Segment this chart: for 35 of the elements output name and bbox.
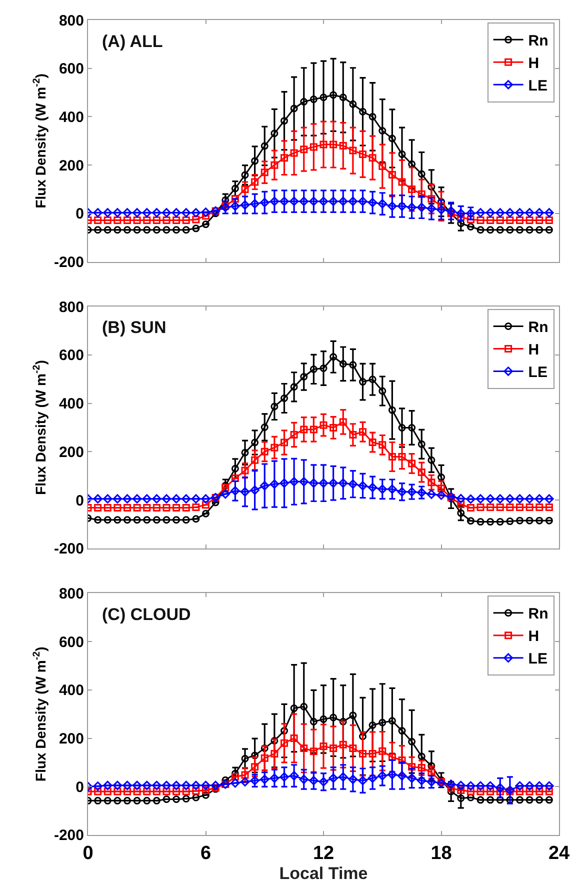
legend-label: LE	[528, 364, 548, 382]
x-tick-label: 12	[312, 842, 334, 864]
y-tick-label: 600	[58, 60, 84, 78]
y-tick-label: 800	[58, 298, 84, 316]
y-tick-label: 400	[58, 108, 84, 126]
legend-label: LE	[528, 78, 548, 95]
text: (B) SUN	[102, 318, 166, 337]
y-tick-label: 800	[58, 585, 84, 602]
y-tick-label: 400	[58, 396, 84, 413]
legend-label: Rn	[528, 319, 548, 336]
text: (A) ALL	[102, 32, 163, 51]
y-tick-label: 800	[58, 12, 84, 30]
text: (C) CLOUD	[102, 605, 191, 624]
x-axis-title: Local Time	[279, 864, 368, 883]
x-tick-label: 6	[200, 842, 212, 864]
legend-label: H	[528, 342, 540, 359]
legend-label: LE	[528, 650, 548, 668]
y-tick-label: -200	[54, 827, 84, 844]
legend-label: Rn	[528, 32, 548, 50]
y-tick-label: 0	[76, 492, 84, 510]
x-tick-label: 18	[430, 842, 452, 864]
y-tick-label: 200	[58, 730, 84, 748]
y-tick-label: 600	[58, 347, 84, 364]
y-tick-label: 200	[58, 444, 84, 461]
y-tick-label: -200	[54, 540, 84, 558]
legend-label: H	[528, 55, 540, 72]
legend-label: Rn	[528, 606, 548, 623]
x-tick-label: 24	[548, 842, 570, 864]
y-tick-label: 600	[58, 634, 84, 651]
y-tick-label: 200	[58, 157, 84, 174]
y-tick-label: 0	[76, 778, 84, 796]
legend-label: H	[528, 628, 540, 646]
y-tick-label: 400	[58, 682, 84, 700]
y-tick-label: -200	[54, 254, 84, 272]
y-tick-label: 0	[76, 206, 84, 223]
